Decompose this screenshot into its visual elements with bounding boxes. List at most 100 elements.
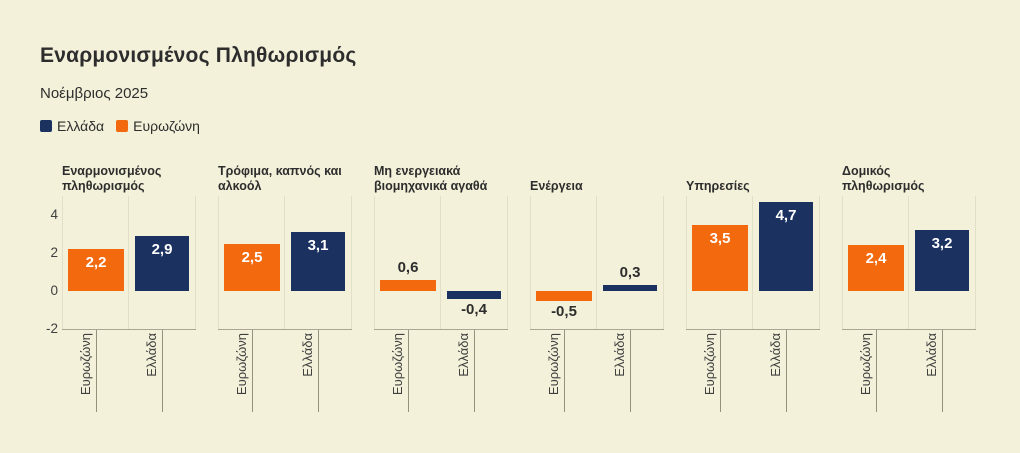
- bar-value-label: 3,2: [931, 235, 953, 253]
- panel-plot: 2,4 3,2: [842, 196, 976, 330]
- bar-value-label: 0,3: [619, 264, 641, 282]
- x-axis: Ευρωζώνη Ελλάδα: [686, 330, 820, 416]
- y-axis-tick-label: 2: [50, 245, 58, 260]
- gridline: [284, 196, 285, 329]
- gridline: [351, 196, 352, 329]
- y-axis-tick-label: -2: [45, 321, 58, 336]
- y-axis-tick-label: 4: [50, 207, 58, 222]
- bar-eurozone: [848, 245, 904, 291]
- x-tick: [630, 330, 631, 412]
- x-category-label: Ελλάδα: [924, 333, 939, 377]
- bar-value-label: 4,7: [775, 206, 797, 224]
- gridline: [128, 196, 129, 329]
- y-axis-tick-label: 0: [50, 283, 58, 298]
- x-category-label: Ελλάδα: [612, 333, 627, 377]
- panel-4: Υπηρεσίες 3,5 4,7 Ευρωζώνη Ελλάδα: [686, 158, 820, 416]
- chart-area: 4 2 0 -2 Εναρμονισμένος πληθωρισμός 2,2 2,9 Ευ…: [46, 158, 976, 416]
- panel-title: Τρόφιμα, καπνός και αλκοόλ: [218, 164, 342, 193]
- x-tick: [564, 330, 565, 412]
- gridline: [62, 196, 63, 329]
- bar-eurozone: [68, 249, 124, 291]
- x-category-label: Ελλάδα: [144, 333, 159, 377]
- legend-label: Ελλάδα: [57, 118, 105, 134]
- bar-greece: [135, 235, 189, 291]
- x-tick: [408, 330, 409, 412]
- legend-item-1: Ευρωζώνη: [116, 118, 200, 134]
- gridline: [218, 196, 219, 329]
- gridline: [842, 196, 843, 329]
- bar-greece: [759, 201, 813, 291]
- bar-value-label: 2,4: [865, 250, 887, 268]
- gridline: [195, 196, 196, 329]
- x-tick: [162, 330, 163, 412]
- bar-greece: [603, 285, 657, 291]
- bar-value-label: 0,6: [397, 258, 419, 276]
- bar-value-label: -0,4: [461, 300, 487, 318]
- x-tick: [96, 330, 97, 412]
- x-category-label: Ευρωζώνη: [858, 333, 873, 396]
- bar-eurozone: [692, 224, 748, 291]
- y-axis: 4 2 0 -2: [28, 196, 58, 336]
- panel-plot: 2,5 3,1: [218, 196, 352, 330]
- bar-value-label: 2,5: [241, 248, 263, 266]
- panel-0: Εναρμονισμένος πληθωρισμός 2,2 2,9 Ευρωζώνη…: [62, 158, 196, 416]
- x-axis: Ευρωζώνη Ελλάδα: [62, 330, 196, 416]
- x-category-label: Ελλάδα: [300, 333, 315, 377]
- panel-3: Ενέργεια -0,5 0,3 Ευρωζώνη Ελλάδα: [530, 158, 664, 416]
- panel-title: Δομικός πληθωρισμός: [842, 164, 925, 193]
- x-category-label: Ελλάδα: [768, 333, 783, 377]
- legend-swatch: [40, 120, 52, 132]
- legend: Ελλάδα Ευρωζώνη: [40, 118, 200, 134]
- legend-label: Ευρωζώνη: [133, 118, 200, 134]
- x-axis: Ευρωζώνη Ελλάδα: [218, 330, 352, 416]
- x-tick: [252, 330, 253, 412]
- bar-greece: [915, 230, 969, 291]
- panel-plot: 2,2 2,9: [62, 196, 196, 330]
- x-tick: [876, 330, 877, 412]
- gridline: [752, 196, 753, 329]
- bar-eurozone: [224, 243, 280, 291]
- gridline: [530, 196, 531, 329]
- panel-2: Μη ενεργειακά βιομηχανικά αγαθά 0,6 -0,4 Ευ…: [374, 158, 508, 416]
- x-tick: [786, 330, 787, 412]
- panel-title: Υπηρεσίες: [686, 178, 750, 193]
- bar-value-label: 2,2: [85, 254, 107, 272]
- panel-title: Μη ενεργειακά βιομηχανικά αγαθά: [374, 164, 488, 193]
- gridline: [975, 196, 976, 329]
- bar-value-label: 3,1: [307, 237, 329, 255]
- x-category-label: Ευρωζώνη: [546, 333, 561, 396]
- gridline: [440, 196, 441, 329]
- x-tick: [474, 330, 475, 412]
- x-category-label: Ευρωζώνη: [390, 333, 405, 396]
- x-axis: Ευρωζώνη Ελλάδα: [530, 330, 664, 416]
- x-tick: [720, 330, 721, 412]
- gridline: [507, 196, 508, 329]
- gridline: [819, 196, 820, 329]
- panel-plot: 3,5 4,7: [686, 196, 820, 330]
- gridline: [596, 196, 597, 329]
- bar-eurozone: [536, 291, 592, 301]
- gridline: [374, 196, 375, 329]
- bar-value-label: 2,9: [151, 240, 173, 258]
- x-axis: Ευρωζώνη Ελλάδα: [374, 330, 508, 416]
- panels-row: Εναρμονισμένος πληθωρισμός 2,2 2,9 Ευρωζώνη…: [62, 158, 976, 416]
- panel-1: Τρόφιμα, καπνός και αλκοόλ 2,5 3,1 Ευρωζώνη…: [218, 158, 352, 416]
- chart-subtitle: Νοέμβριος 2025: [40, 85, 149, 102]
- legend-item-0: Ελλάδα: [40, 118, 104, 134]
- x-category-label: Ευρωζώνη: [78, 333, 93, 396]
- gridline: [663, 196, 664, 329]
- panel-5: Δομικός πληθωρισμός 2,4 3,2 Ευρωζώνη Ελλάδα: [842, 158, 976, 416]
- x-tick: [318, 330, 319, 412]
- legend-swatch: [116, 120, 129, 132]
- gridline: [686, 196, 687, 329]
- bar-greece: [291, 232, 345, 291]
- x-axis: Ευρωζώνη Ελλάδα: [842, 330, 976, 416]
- bar-value-label: 3,5: [709, 229, 731, 247]
- x-tick: [942, 330, 943, 412]
- x-category-label: Ευρωζώνη: [702, 333, 717, 396]
- chart-title: Εναρμονισμένος Πληθωρισμός: [40, 44, 357, 67]
- x-category-label: Ελλάδα: [456, 333, 471, 377]
- x-category-label: Ευρωζώνη: [234, 333, 249, 396]
- bar-eurozone: [380, 279, 436, 291]
